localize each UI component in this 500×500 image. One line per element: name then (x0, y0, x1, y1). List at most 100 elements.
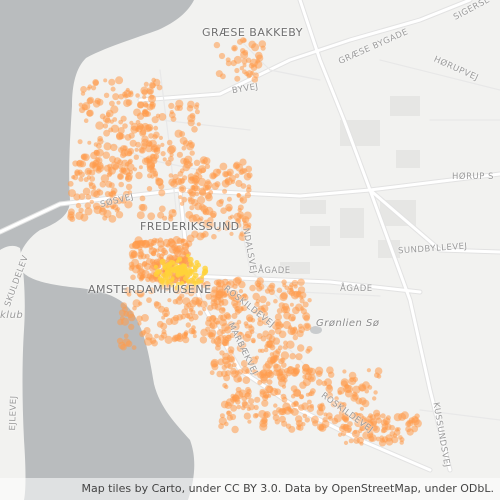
population-dot (353, 437, 360, 444)
population-dot (257, 380, 263, 385)
population-dot (181, 332, 188, 338)
population-dot (260, 417, 268, 425)
population-dot (181, 308, 189, 316)
population-dot (166, 139, 173, 146)
population-dot (135, 171, 143, 180)
population-dot (279, 323, 284, 328)
population-dot (252, 292, 260, 301)
population-dot (120, 152, 127, 159)
population-dot (153, 301, 160, 307)
population-dot (79, 160, 87, 168)
population-dot (72, 160, 79, 167)
population-dot (139, 275, 144, 280)
population-dot-dense (162, 279, 169, 286)
population-dot (179, 293, 185, 299)
population-dot (160, 142, 165, 147)
population-dot (374, 412, 381, 420)
population-dot (250, 337, 256, 343)
population-dot (176, 314, 184, 321)
population-dot-dense (186, 253, 190, 258)
population-dot (198, 165, 207, 174)
population-dot (278, 330, 287, 339)
population-dot (229, 413, 237, 421)
population-dot (352, 391, 358, 397)
population-dot-dense (176, 281, 181, 287)
population-dot (258, 40, 267, 48)
population-dot (247, 316, 253, 323)
population-dot (234, 173, 240, 179)
population-dot (405, 421, 412, 428)
population-dot (240, 48, 246, 54)
population-dot (262, 394, 269, 401)
population-dot (243, 412, 251, 420)
population-dot (146, 297, 152, 303)
population-dot (136, 263, 144, 270)
population-dot (208, 329, 217, 338)
population-dot (268, 329, 275, 336)
population-dot (158, 189, 166, 197)
population-dot (266, 371, 275, 379)
population-dot (242, 376, 251, 385)
population-dot (130, 274, 136, 281)
population-dot (300, 308, 307, 315)
population-dot (292, 326, 298, 331)
population-dot (110, 143, 118, 152)
population-dot (196, 122, 201, 127)
population-dot (299, 291, 307, 299)
population-dot (228, 349, 234, 355)
population-dot (139, 195, 146, 202)
population-dot (315, 370, 323, 378)
population-dot (112, 117, 118, 122)
population-dot (169, 152, 174, 157)
population-dot (262, 317, 270, 326)
population-dot (75, 202, 82, 209)
population-dot (210, 338, 216, 344)
population-dot (286, 340, 295, 349)
population-dot (311, 415, 319, 424)
population-dot (354, 419, 363, 428)
population-dot (262, 330, 270, 338)
population-dot (381, 436, 389, 443)
population-dot (149, 94, 155, 100)
population-dot (220, 314, 228, 322)
population-dot (113, 157, 121, 165)
population-dot-dense (175, 268, 182, 275)
population-dot-dense (183, 287, 188, 292)
population-dot (95, 121, 104, 130)
population-dot (246, 225, 252, 231)
population-dot (374, 367, 383, 375)
population-dot (154, 333, 159, 339)
population-dot (103, 129, 110, 137)
population-dot (151, 77, 156, 83)
population-dot (209, 322, 216, 329)
population-dot (143, 81, 149, 87)
population-dot (157, 237, 164, 243)
population-dot (193, 159, 201, 166)
population-dot (233, 161, 241, 169)
population-dot (139, 147, 145, 153)
population-dot (221, 329, 226, 334)
population-dot (150, 157, 158, 165)
population-dot (90, 151, 98, 160)
population-dot (228, 323, 235, 330)
population-dot (358, 383, 367, 392)
population-dot (102, 123, 109, 129)
population-dot (257, 320, 264, 327)
population-dot (152, 170, 159, 177)
population-dot (156, 84, 163, 91)
population-dot (174, 129, 183, 138)
population-dot (307, 374, 316, 383)
population-dot (279, 292, 288, 302)
population-dot (220, 207, 227, 214)
population-dot (369, 421, 374, 426)
population-dot (280, 357, 286, 363)
population-dot (239, 158, 247, 166)
population-dot (136, 290, 144, 297)
population-dot (168, 102, 175, 109)
population-dot-dense (200, 275, 205, 279)
population-dot (210, 314, 217, 322)
population-dot (306, 345, 313, 352)
population-dot (124, 200, 133, 209)
population-dot (162, 215, 168, 221)
